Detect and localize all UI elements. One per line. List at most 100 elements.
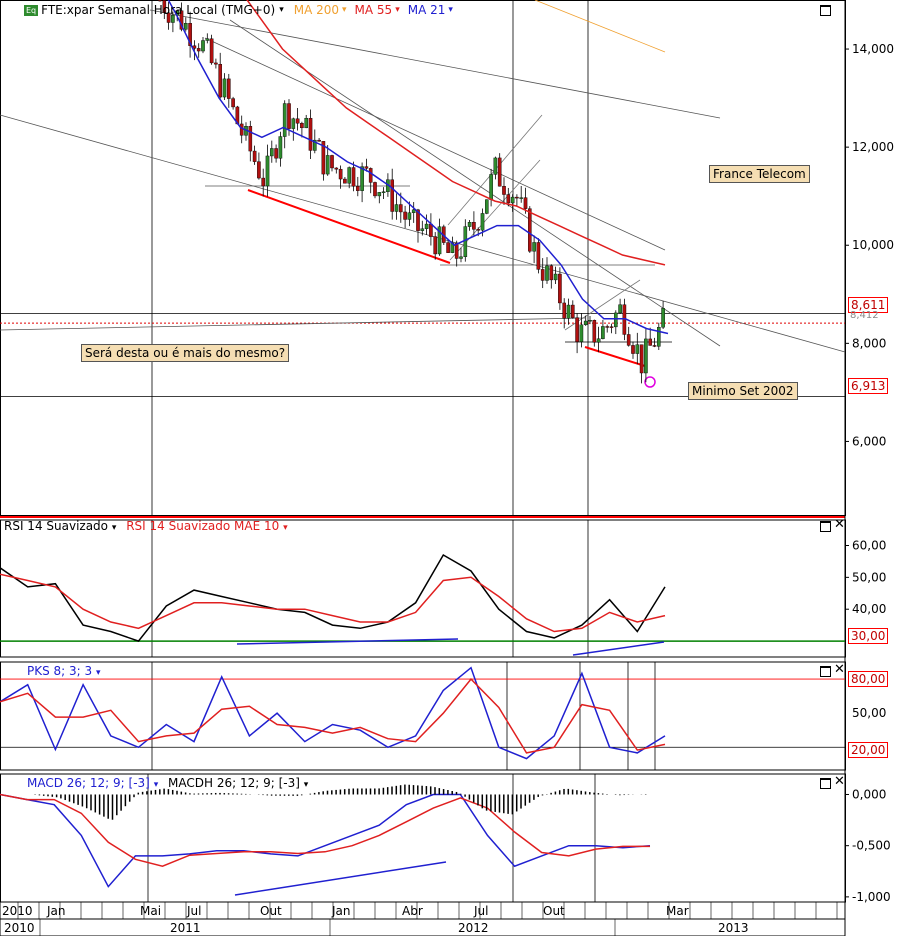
candle-body	[626, 334, 631, 346]
candle-body	[321, 141, 326, 175]
rsi-tick-label: 40,00	[852, 602, 886, 616]
candle-body	[528, 208, 532, 252]
chevron-down-icon[interactable]: ▾	[111, 523, 117, 533]
month-label: Out	[260, 904, 282, 918]
rsi-title[interactable]: RSI 14 Suavizado	[4, 519, 109, 533]
question-label[interactable]: Será desta ou é mais do mesmo?	[81, 344, 290, 362]
rsi-tick-label: 60,00	[852, 538, 886, 552]
chevron-down-icon[interactable]: ▾	[303, 780, 309, 790]
candle-body	[618, 304, 622, 314]
candle-body	[411, 209, 416, 213]
candle-body	[282, 103, 287, 137]
price-tag-current: 8,412	[850, 310, 879, 321]
candle-body	[403, 211, 407, 220]
candle-body	[562, 302, 566, 319]
candle-body	[291, 118, 296, 129]
chevron-down-icon[interactable]: ▾	[153, 780, 159, 790]
ma21-legend[interactable]: MA 21	[407, 3, 446, 17]
macd-signal-line	[0, 793, 650, 867]
candle-body	[257, 161, 261, 179]
month-label: 2010	[2, 904, 33, 918]
chevron-down-icon[interactable]: ▾	[342, 5, 347, 15]
chevron-down-icon[interactable]: ▾	[448, 5, 453, 15]
candle-body	[493, 157, 498, 175]
candle-body	[609, 326, 614, 328]
ma200-legend[interactable]: MA 200	[293, 3, 339, 17]
candle-body	[506, 194, 511, 204]
trend-line	[229, 19, 721, 347]
candle-body	[446, 242, 450, 253]
candle-body	[368, 168, 373, 183]
rsi-tick-label: 50,00	[852, 570, 886, 584]
candle-body	[304, 117, 309, 129]
macd-title[interactable]: MACD 26; 12; 9; [-3]	[27, 776, 150, 790]
macd-line	[0, 793, 651, 888]
rsi-divergence-line	[236, 638, 459, 645]
month-label: Jul	[473, 904, 488, 918]
candle-body	[390, 179, 395, 212]
pks-tag-20: 20,00	[848, 742, 889, 758]
candle-body	[261, 177, 266, 187]
pks-close-icon[interactable]: ✕	[834, 662, 845, 677]
candle-body	[472, 222, 476, 230]
candle-body	[652, 345, 657, 347]
minimo-label[interactable]: Minimo Set 2002	[688, 382, 798, 400]
chevron-down-icon[interactable]: ▾	[95, 668, 101, 678]
macdh-title[interactable]: MACDH 26; 12; 9; [-3]	[168, 776, 300, 790]
pks-header: PKS 8; 3; 3 ▾	[27, 664, 101, 678]
pks-title[interactable]: PKS 8; 3; 3	[27, 664, 93, 678]
candle-body	[549, 265, 554, 281]
candle-body	[338, 168, 343, 180]
candle-body	[433, 236, 438, 255]
price-tick-label: 12,000	[852, 140, 894, 154]
rsi-maximize-icon[interactable]	[820, 521, 831, 532]
candle-body	[317, 139, 321, 142]
france-telecom-label[interactable]: France Telecom	[709, 165, 810, 183]
month-label: Mai	[140, 904, 161, 918]
candle-body	[270, 148, 274, 157]
maximize-icon[interactable]	[820, 5, 831, 16]
candle-body	[325, 155, 330, 175]
candle-body	[497, 157, 502, 187]
pks-maximize-icon[interactable]	[820, 666, 831, 677]
candle-body	[480, 213, 485, 231]
candle-body	[454, 242, 459, 259]
candle-body	[394, 204, 399, 212]
chevron-down-icon[interactable]: ▾	[395, 5, 400, 15]
candle-body	[515, 196, 519, 199]
candle-body	[330, 155, 334, 169]
price-tick-label: 10,000	[852, 238, 894, 252]
minimo-marker	[644, 376, 656, 388]
candle-body	[467, 222, 472, 227]
month-label: Mar	[666, 904, 689, 918]
ma21-line	[167, 0, 669, 335]
candle-body	[639, 344, 644, 374]
candle-body	[209, 38, 214, 64]
candle-body	[351, 167, 356, 187]
candle-body	[540, 269, 545, 281]
candle-body	[459, 256, 463, 259]
price-tick-label: 6,000	[852, 434, 886, 448]
chart-title[interactable]: FTE:xpar Semanal Hora Local (TMG+0)	[41, 3, 276, 17]
rsi-divergence-line	[572, 641, 665, 656]
macd-close-icon[interactable]: ✕	[834, 774, 845, 789]
candle-body	[205, 38, 210, 41]
candle-body	[519, 197, 523, 199]
candle-body	[429, 223, 433, 237]
rsi-close-icon[interactable]: ✕	[834, 517, 845, 532]
rsi-mae-title[interactable]: RSI 14 Suavizado MAE 10	[126, 519, 280, 533]
candle-body	[485, 199, 489, 214]
macd-panel-frame	[0, 773, 846, 903]
macd-divergence-line	[234, 861, 447, 896]
candle-body	[196, 48, 201, 52]
candle-body	[553, 273, 558, 281]
candle-body	[489, 174, 493, 200]
month-label: Jan	[331, 904, 351, 918]
year-label: 2012	[458, 921, 489, 935]
candle-body	[437, 226, 442, 255]
ma55-legend[interactable]: MA 55	[354, 3, 393, 17]
chevron-down-icon[interactable]: ▾	[279, 5, 284, 15]
candle-body	[592, 319, 597, 343]
macd-maximize-icon[interactable]	[820, 778, 831, 789]
chevron-down-icon[interactable]: ▾	[283, 523, 288, 533]
